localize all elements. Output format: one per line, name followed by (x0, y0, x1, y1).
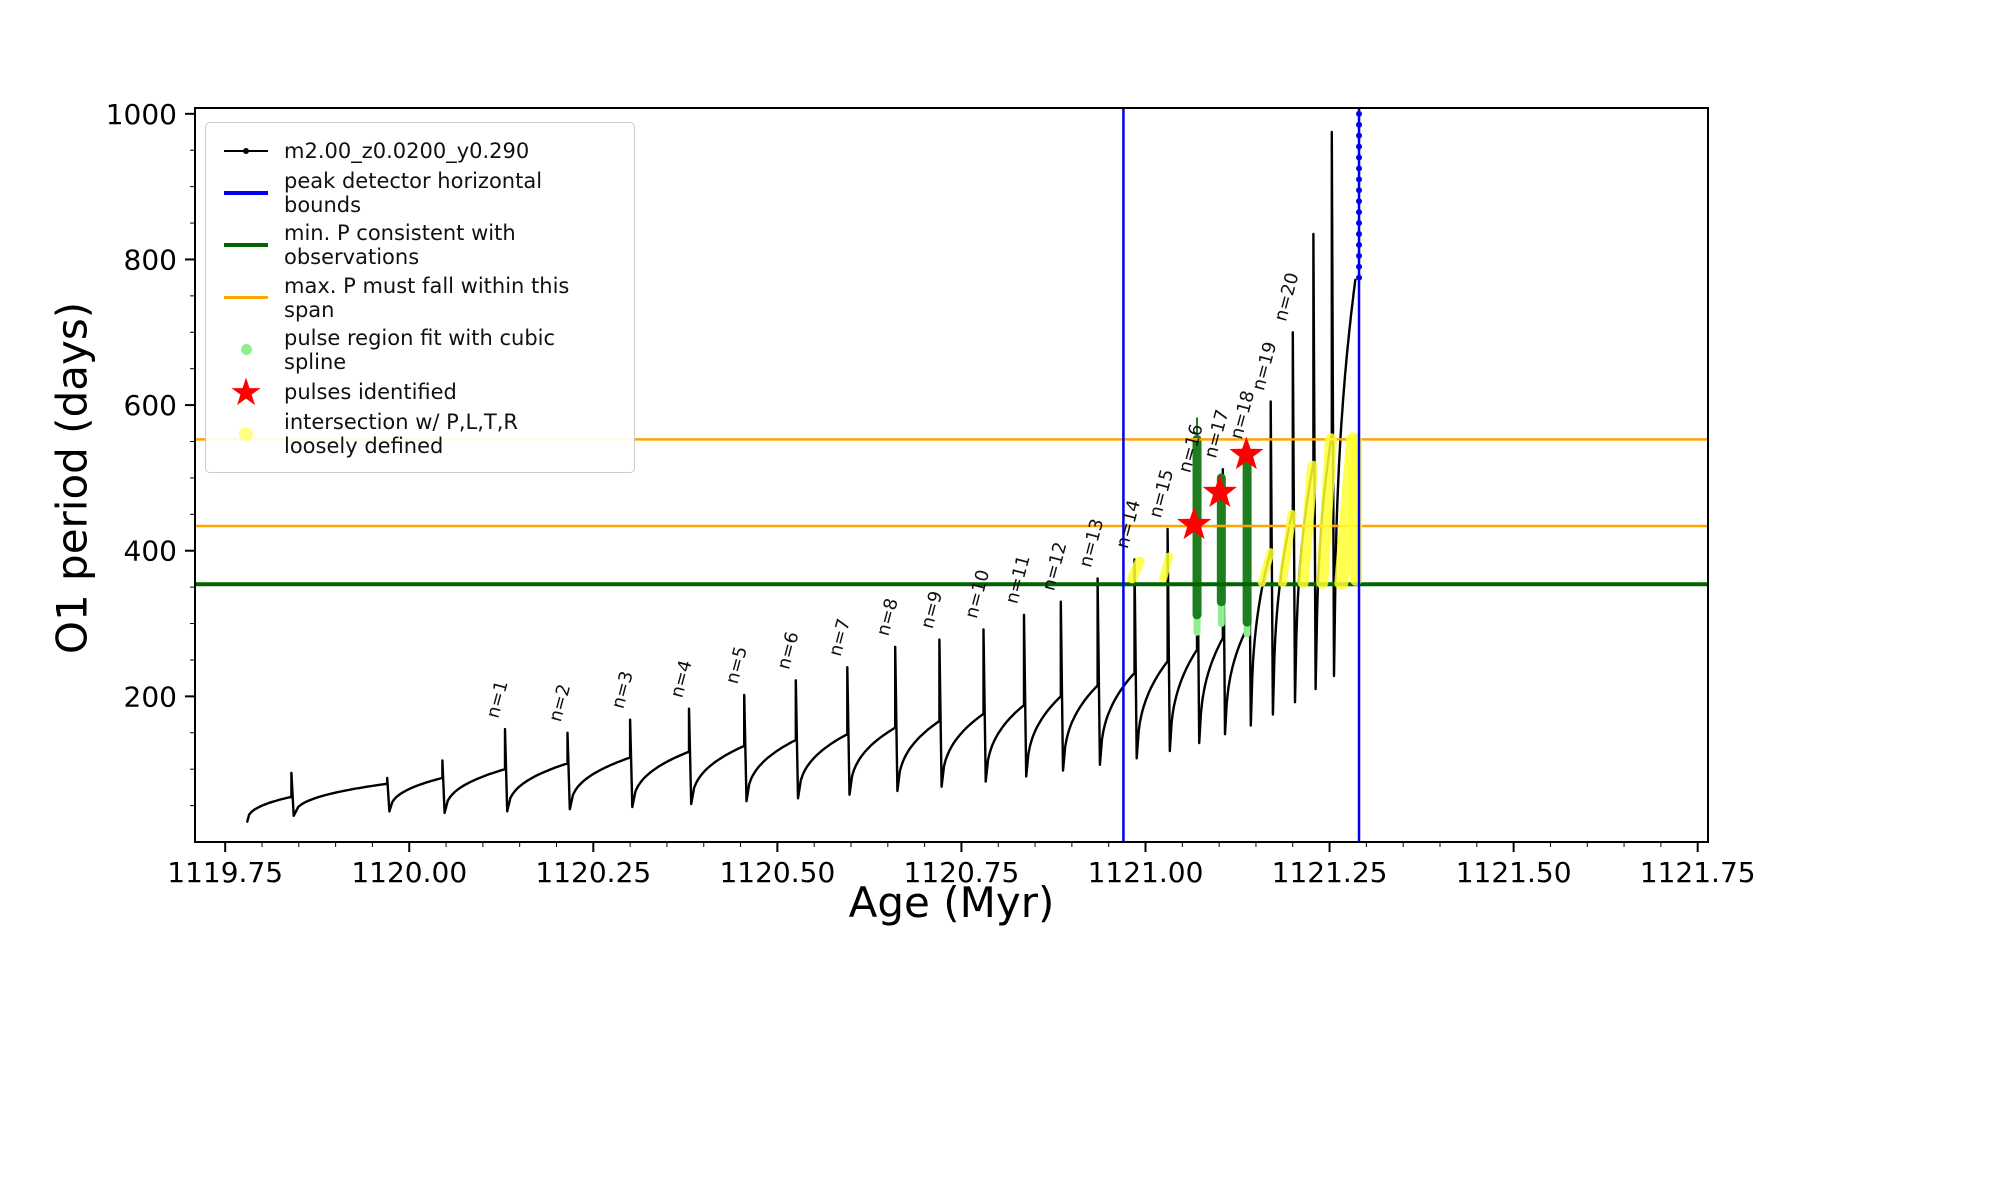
intersection-segment (1159, 552, 1174, 583)
peak-detector-dot (1356, 230, 1363, 237)
legend-row-max-p: max. P must fall within this span (220, 274, 620, 322)
x-tick-label: 1121.00 (1088, 856, 1204, 889)
legend-label: min. P consistent with observations (284, 221, 516, 270)
legend-label: max. P must fall within this span (284, 273, 570, 322)
x-axis-label: Age (Myr) (848, 878, 1055, 927)
yellow-dot-icon (220, 427, 272, 442)
y-tick-label: 600 (124, 389, 177, 422)
legend-label: peak detector horizontal bounds (284, 169, 543, 218)
legend-row-track: m2.00_z0.0200_y0.290 (220, 137, 620, 165)
legend-row-spline: pulse region fit with cubic spline (220, 326, 620, 374)
peak-detector-dot (1356, 274, 1363, 281)
y-axis-label: O1 period (days) (47, 301, 97, 655)
red-star-icon: ★ (228, 370, 264, 415)
peak-detector-dot (1356, 252, 1363, 259)
plot-frame (194, 107, 1709, 843)
lightgreen-dot-icon (220, 344, 272, 356)
x-tick-label: 1121.25 (1272, 856, 1388, 889)
peak-detector-dot (1356, 143, 1363, 150)
y-tick-label: 200 (124, 680, 177, 713)
peak-detector-dot (1356, 241, 1363, 248)
y-tick-label: 800 (124, 243, 177, 276)
x-tick-label: 1121.75 (1640, 856, 1756, 889)
x-tick-label: 1120.25 (535, 856, 651, 889)
peak-detector-dot (1356, 176, 1363, 183)
legend-label: intersection w/ P,L,T,R loosely defined (284, 410, 518, 459)
orange-line-icon (220, 296, 272, 300)
intersection-segment (1316, 433, 1338, 589)
peak-detector-dot (1356, 132, 1363, 139)
peak-detector-dot (1356, 209, 1363, 216)
track-line-icon (220, 148, 272, 154)
pulse-star (1229, 436, 1264, 470)
y-tick-label: 400 (124, 535, 177, 568)
peak-detector-dot (1356, 121, 1363, 128)
legend-row-pulses: ★ pulses identified (220, 370, 620, 415)
peak-detector-dot (1356, 110, 1363, 117)
intersection-segment (1127, 556, 1145, 584)
legend-label: m2.00_z0.0200_y0.290 (284, 138, 530, 163)
y-tick-label: 1000 (106, 98, 177, 131)
peak-detector-dot (1356, 154, 1363, 161)
pulse-star (1177, 506, 1212, 540)
intersection-segment (1297, 460, 1319, 589)
legend-row-min-p: min. P consistent with observations (220, 221, 620, 269)
peak-detector-dot (1356, 165, 1363, 172)
legend: m2.00_z0.0200_y0.290 peak detector horiz… (205, 122, 635, 474)
x-tick-label: 1119.75 (167, 856, 283, 889)
pulse-star (1202, 474, 1237, 507)
peak-detector-dot (1356, 220, 1363, 227)
legend-label: pulse region fit with cubic spline (284, 325, 556, 374)
x-tick-label: 1121.50 (1456, 856, 1572, 889)
peak-detector-dot (1356, 263, 1363, 270)
legend-label: pulses identified (284, 380, 457, 405)
x-tick-label: 1120.50 (719, 856, 835, 889)
intersection-segment (1257, 548, 1275, 587)
x-tick-label: 1120.75 (904, 856, 1020, 889)
peak-detector-dot (1356, 198, 1363, 205)
peak-detector-dot (1356, 187, 1363, 194)
legend-row-intersection: intersection w/ P,L,T,R loosely defined (220, 410, 620, 458)
legend-row-peak-bounds: peak detector horizontal bounds (220, 169, 620, 217)
x-tick-label: 1120.00 (351, 856, 467, 889)
blue-line-icon (220, 191, 272, 196)
green-line-icon (220, 243, 272, 248)
intersection-segment (1277, 509, 1297, 588)
